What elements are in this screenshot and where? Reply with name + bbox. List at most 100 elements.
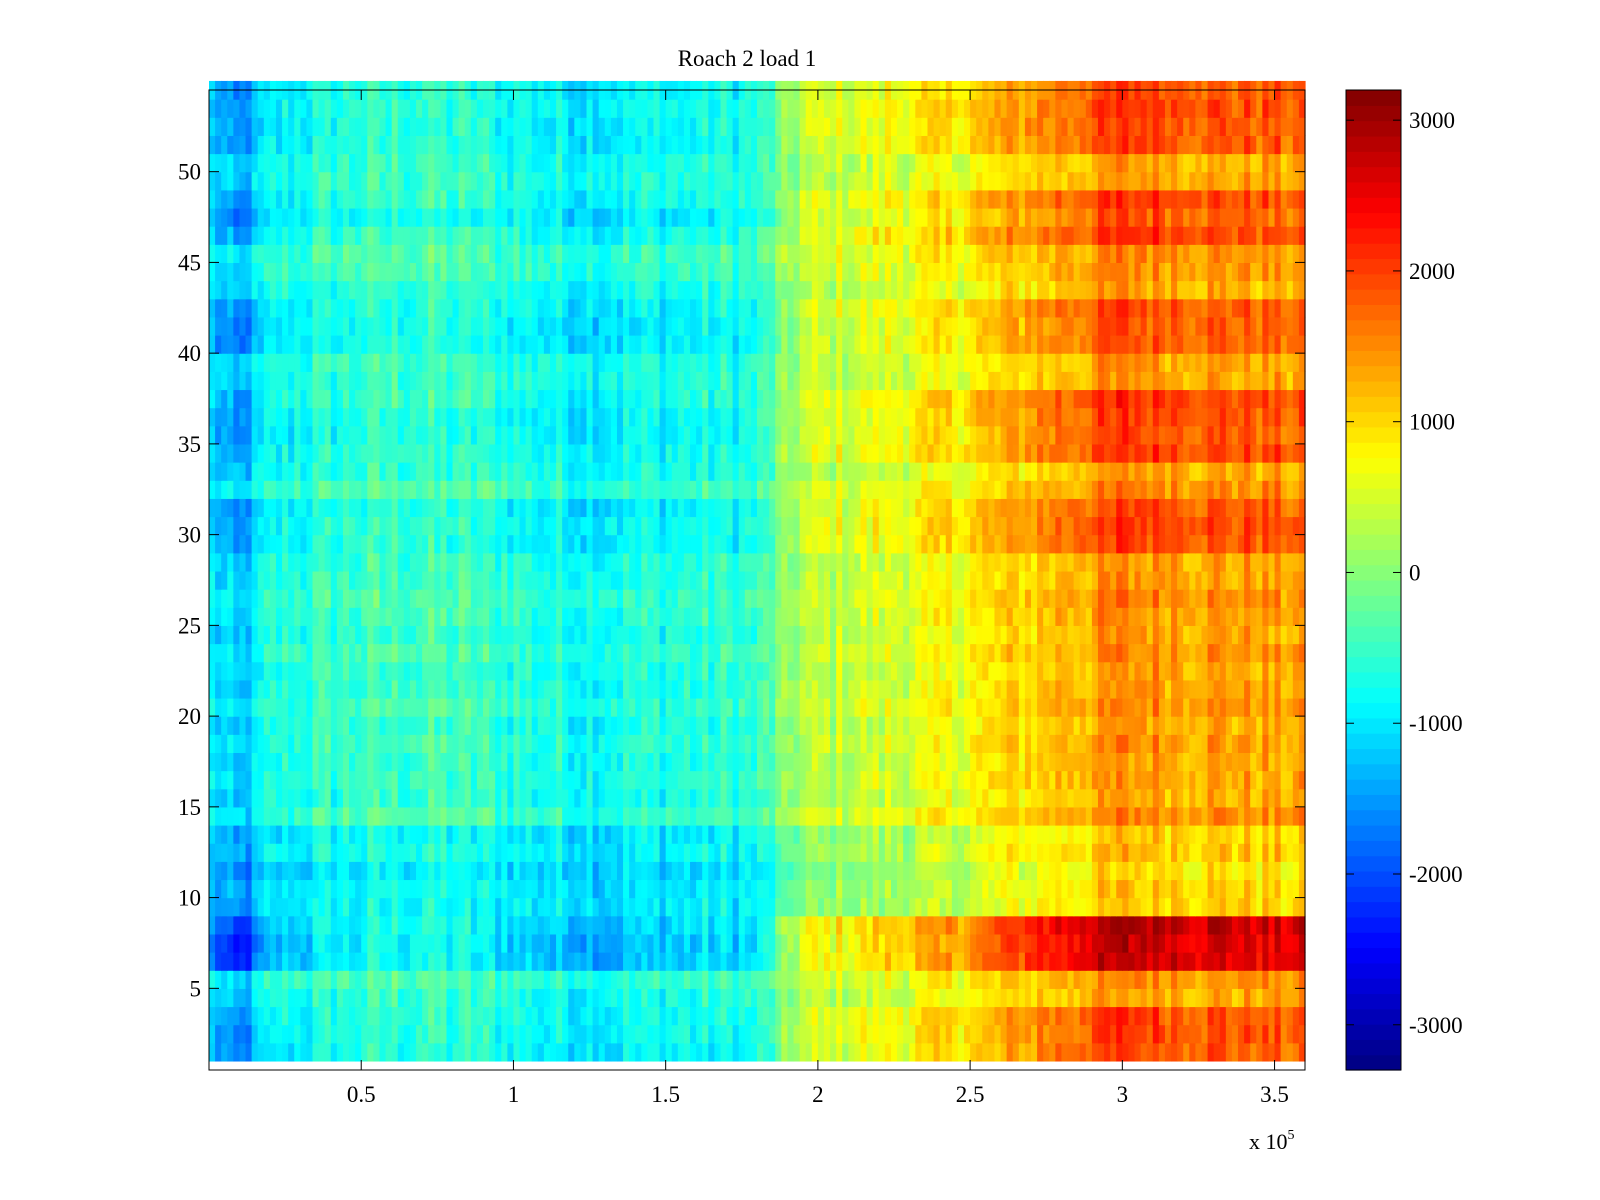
heat-cell — [336, 607, 344, 626]
heat-cell — [1225, 697, 1233, 717]
heat-cell — [830, 915, 837, 935]
heat-cell — [750, 806, 758, 826]
heat-cell — [1018, 643, 1026, 663]
heat-cell — [823, 806, 831, 826]
heat-cell — [233, 734, 241, 754]
heat-cell — [580, 643, 588, 663]
heat-cell — [1006, 915, 1014, 935]
heat-cell — [823, 770, 831, 790]
heat-cell — [501, 970, 508, 989]
heat-cell — [665, 933, 673, 953]
heat-cell — [659, 952, 667, 971]
heat-cell — [696, 788, 703, 808]
heat-cell — [458, 861, 466, 881]
heat-cell — [464, 788, 472, 808]
heat-cell — [635, 933, 642, 953]
heat-cell — [1012, 716, 1020, 735]
heat-cell — [811, 825, 819, 844]
heat-cell — [373, 788, 381, 808]
heat-cell — [1177, 915, 1184, 935]
heat-cell — [1286, 897, 1294, 917]
heat-cell — [342, 716, 350, 735]
heat-cell — [470, 861, 478, 881]
heat-cell — [1262, 788, 1270, 808]
heat-cell — [714, 988, 722, 1008]
heat-cell — [422, 788, 429, 808]
heat-cell — [397, 933, 405, 953]
heat-cell — [1177, 970, 1184, 989]
heat-cell — [1097, 825, 1105, 844]
heat-cell — [385, 625, 393, 645]
heat-cell — [866, 716, 874, 735]
heat-cell — [1146, 734, 1154, 754]
heat-cell — [1134, 1042, 1142, 1062]
heat-cell — [470, 1006, 478, 1026]
heat-cell — [446, 770, 454, 790]
heat-cell — [537, 570, 545, 590]
heat-cell — [349, 697, 356, 717]
heat-cell — [416, 879, 423, 899]
heat-cell — [866, 661, 874, 681]
heat-cell — [957, 879, 965, 899]
heat-cell — [543, 1006, 551, 1026]
heat-cell — [227, 770, 234, 790]
heat-cell — [476, 752, 484, 772]
heat-cell — [702, 697, 709, 717]
heat-cell — [1189, 1006, 1196, 1026]
heat-cell — [878, 970, 886, 989]
heat-cell — [677, 661, 685, 681]
heat-cell — [367, 607, 374, 626]
heat-cell — [312, 788, 320, 808]
heat-cell — [1152, 970, 1160, 989]
heat-cell — [239, 952, 247, 971]
heat-cell — [842, 915, 849, 935]
heat-cell — [939, 970, 947, 989]
heat-cell — [209, 697, 216, 717]
heat-cell — [647, 879, 655, 899]
heat-cell — [1238, 897, 1245, 917]
heat-cell — [1140, 915, 1148, 935]
heat-cell — [842, 988, 849, 1008]
heat-cell — [1055, 570, 1063, 590]
heat-cell — [507, 716, 515, 735]
heat-cell — [1104, 843, 1111, 862]
heat-cell — [464, 570, 472, 590]
heat-cell — [519, 915, 527, 935]
heat-cell — [757, 897, 764, 917]
heat-cell — [702, 770, 709, 790]
heat-cell — [543, 734, 551, 754]
heat-cell — [750, 988, 758, 1008]
heat-cell — [702, 988, 709, 1008]
heat-cell — [501, 643, 508, 663]
heat-cell — [543, 679, 551, 699]
heat-cell — [1006, 625, 1014, 645]
heat-cell — [854, 933, 862, 953]
heat-cell — [1012, 752, 1020, 772]
heat-cell — [1201, 1006, 1209, 1026]
heat-cell — [1116, 806, 1123, 826]
heat-cell — [1037, 843, 1044, 862]
heat-cell — [1219, 1042, 1227, 1062]
heat-cell — [1286, 770, 1294, 790]
heat-cell — [1195, 788, 1203, 808]
heat-cell — [1207, 1042, 1215, 1062]
heat-cell — [976, 589, 983, 608]
heat-cell — [324, 1042, 332, 1062]
heat-cell — [391, 988, 399, 1008]
heat-cell — [1024, 933, 1032, 953]
heat-cell — [1140, 897, 1148, 917]
heat-cell — [1061, 607, 1069, 626]
heat-cell — [1140, 806, 1148, 826]
heat-cell — [306, 788, 314, 808]
heat-cell — [909, 861, 916, 881]
heat-cell — [939, 825, 947, 844]
heat-cell — [647, 770, 655, 790]
heat-cell — [623, 861, 630, 881]
heat-cell — [842, 879, 849, 899]
heat-cell — [361, 625, 368, 645]
heat-cell — [629, 552, 636, 572]
heat-cell — [1225, 915, 1233, 935]
heat-cell — [1256, 697, 1263, 717]
heat-cell — [823, 570, 831, 590]
heat-cell — [988, 806, 996, 826]
